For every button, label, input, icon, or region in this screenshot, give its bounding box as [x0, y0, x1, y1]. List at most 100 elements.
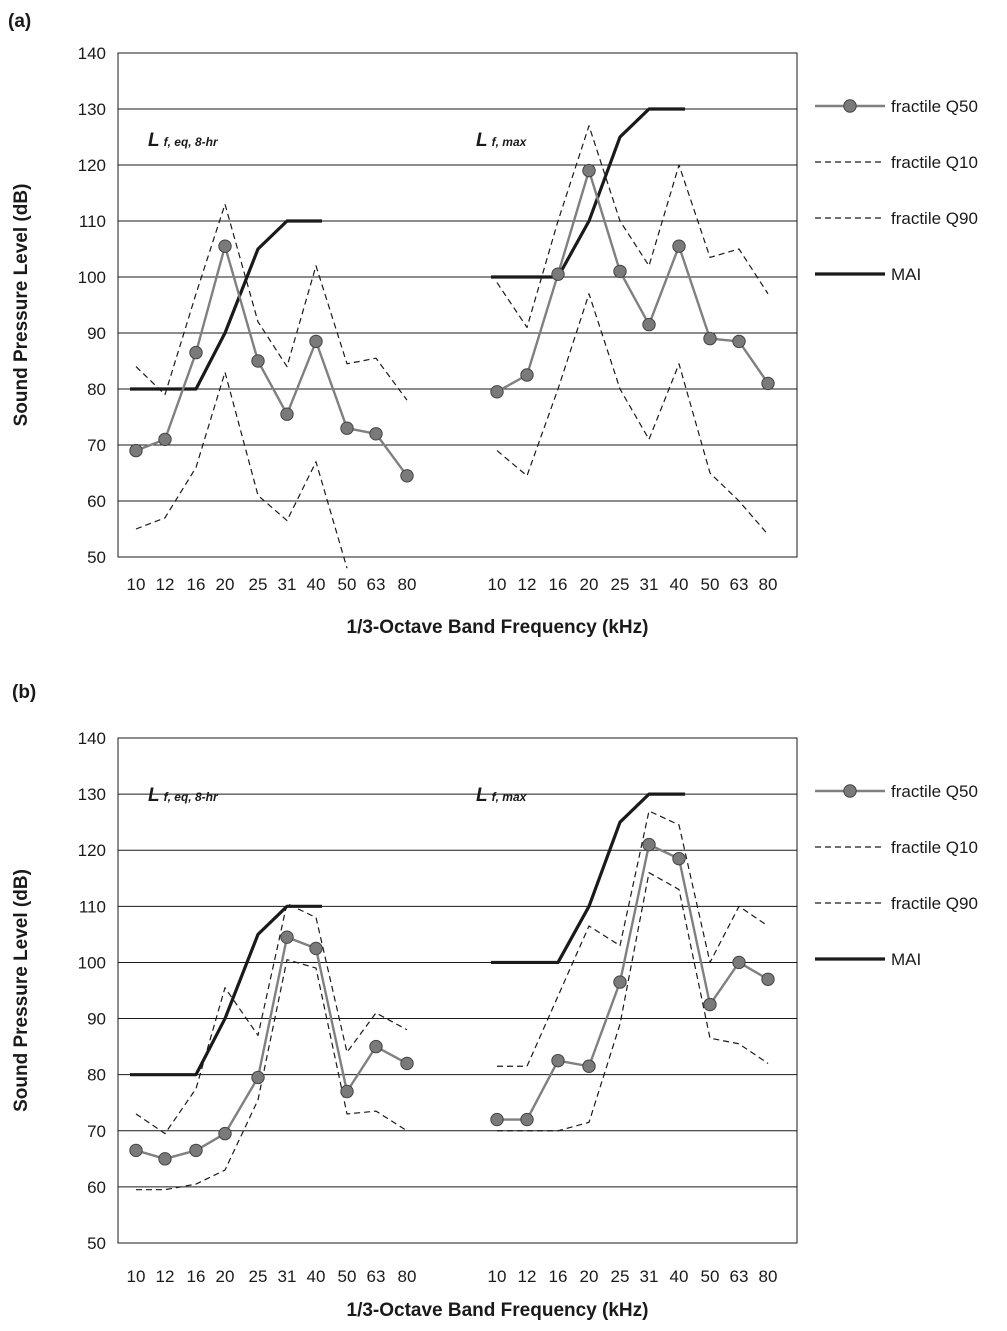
series-line-mai — [491, 792, 685, 965]
x-tick-label: 31 — [640, 575, 659, 594]
group-label-main: L — [476, 130, 488, 151]
q50-point — [490, 385, 504, 399]
group-label-sub: f, max — [492, 135, 528, 149]
plot-frame — [117, 737, 798, 1244]
q50-point — [369, 1039, 383, 1054]
x-tick-label: 80 — [759, 1267, 778, 1286]
x-tick-label: 16 — [549, 1267, 568, 1286]
panel-label: (a) — [8, 11, 31, 32]
x-tick-label: 25 — [249, 575, 268, 594]
chart-panel-b: (b) 50 60 70 80 90 100 110 120 130 140 Sound Pressu… — [11, 682, 978, 1321]
q50-point — [280, 407, 294, 421]
x-tick-label: 50 — [338, 575, 357, 594]
q50-point — [340, 1084, 354, 1099]
x-tick-label: 40 — [307, 575, 326, 594]
q50-point — [158, 432, 172, 447]
q50-point — [672, 851, 686, 866]
q50-point — [732, 955, 746, 970]
q50-point — [251, 1070, 265, 1085]
q50-point — [582, 163, 596, 178]
y-tick-label: 70 — [87, 1122, 106, 1141]
legend-label: fractile Q50 — [891, 782, 978, 801]
x-tick-label: 12 — [156, 575, 175, 594]
q50-point — [490, 1112, 504, 1127]
y-tick-label: 100 — [78, 953, 106, 972]
q50-point — [520, 1112, 534, 1127]
legend-label: fractile Q90 — [891, 894, 978, 913]
series-line-fractile-q50 — [135, 244, 408, 477]
y-tick-label: 110 — [79, 212, 106, 231]
x-tick-label: 16 — [187, 1267, 206, 1286]
y-tick-label: 60 — [87, 492, 106, 511]
y-tick-label: 140 — [78, 729, 106, 748]
x-tick-label: 20 — [580, 1267, 599, 1286]
x-tick-label: 10 — [127, 1267, 146, 1286]
x-tick-label: 25 — [611, 1267, 630, 1286]
x-tick-label: 63 — [730, 575, 749, 594]
y-tick-label: 80 — [87, 380, 106, 399]
series-line-fractile-q10 — [135, 902, 408, 1135]
q50-point — [189, 345, 203, 360]
y-tick-label: 90 — [87, 1010, 106, 1029]
group-label-sub: f, eq, 8-hr — [164, 135, 219, 149]
legend-label: fractile Q90 — [891, 209, 978, 228]
group-label-main: L — [148, 785, 160, 806]
series-line-fractile-q90 — [496, 293, 769, 535]
x-tick-label: 16 — [549, 575, 568, 594]
q50-point — [218, 1126, 232, 1141]
series-line-mai — [130, 904, 322, 1077]
q50-point — [732, 334, 746, 349]
chart-panel-a: (a) 50 60 70 80 90 100 110 120 130 140 Sound Pressu… — [8, 11, 978, 638]
x-tick-label: 63 — [367, 575, 386, 594]
series-line-fractile-q10 — [496, 125, 769, 328]
legend-label: MAI — [891, 950, 921, 969]
series-line-fractile-q50 — [497, 843, 769, 1121]
q50-point — [251, 354, 265, 368]
q50-point — [340, 421, 354, 435]
y-tick-label: 50 — [87, 548, 106, 567]
x-tick-label: 20 — [580, 575, 599, 594]
q50-point — [158, 1152, 172, 1166]
x-axis-title: 1/3-Octave Band Frequency (kHz) — [347, 617, 649, 638]
q50-point — [309, 334, 323, 349]
series-line-fractile-q90 — [135, 371, 348, 569]
q50-point — [642, 837, 656, 852]
legend-swatch-marker — [843, 99, 857, 113]
y-tick-label: 110 — [79, 897, 106, 916]
q50-point — [672, 239, 686, 253]
y-tick-label: 120 — [78, 841, 106, 860]
series-line-fractile-q50 — [496, 169, 769, 393]
y-axis-title: Sound Pressure Level (dB) — [11, 869, 32, 1112]
series-line-fractile-q90 — [136, 959, 408, 1191]
legend-label: MAI — [891, 265, 921, 284]
y-tick-label: 100 — [78, 268, 106, 287]
group-label-sub: f, eq, 8-hr — [164, 790, 219, 804]
q50-point — [582, 1059, 596, 1073]
y-tick-label: 90 — [87, 324, 106, 343]
series-line-fractile-q90 — [497, 872, 769, 1132]
q50-point — [280, 930, 294, 944]
y-tick-label: 130 — [78, 785, 106, 804]
x-tick-label: 25 — [249, 1267, 268, 1286]
q50-point — [129, 443, 143, 458]
x-axis-title: 1/3-Octave Band Frequency (kHz) — [347, 1300, 649, 1321]
q50-point — [761, 376, 775, 391]
x-tick-label: 10 — [488, 1267, 507, 1286]
x-tick-label: 31 — [640, 1267, 659, 1286]
x-tick-label: 63 — [367, 1267, 386, 1286]
q50-point — [761, 972, 775, 986]
q50-point — [703, 331, 717, 346]
x-tick-label: 80 — [398, 1267, 417, 1286]
plot-frame — [117, 52, 798, 558]
legend-label: fractile Q10 — [891, 153, 978, 172]
x-tick-label: 80 — [759, 575, 778, 594]
series-line-fractile-q50 — [135, 935, 408, 1161]
y-tick-label: 50 — [87, 1234, 106, 1253]
x-tick-label: 12 — [518, 575, 537, 594]
group-label-sub: f, max — [492, 790, 528, 804]
q50-point — [189, 1143, 203, 1158]
q50-point — [218, 239, 232, 253]
